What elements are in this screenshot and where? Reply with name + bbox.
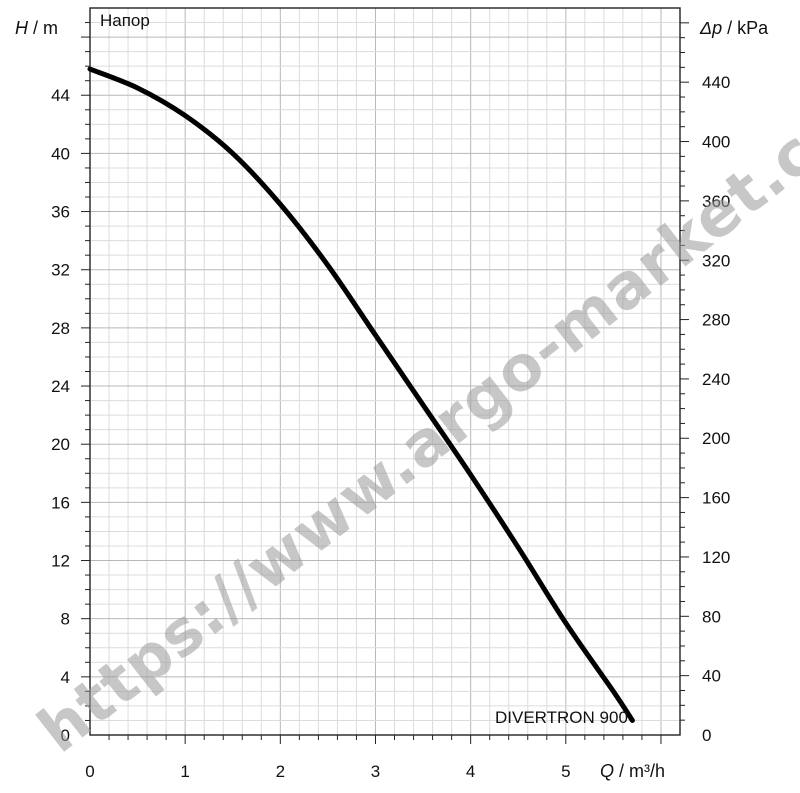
x-tick-label: 1 [180, 762, 189, 781]
y-left-tick-label: 24 [51, 377, 70, 396]
y-left-tick-label: 40 [51, 144, 70, 163]
y-left-tick-label: 4 [61, 668, 70, 687]
y-right-tick-label: 0 [702, 726, 711, 745]
y-left-tick-label: 32 [51, 261, 70, 280]
tick-labels: 0 1 2 3 4 50481216202428323640440408012016020… [51, 73, 730, 781]
series-line [87, 66, 635, 723]
y-right-tick-label: 240 [702, 370, 730, 389]
chart-title: Напор [100, 11, 150, 30]
x-axis-var: Q [600, 761, 614, 781]
x-tick-label: 5 [561, 762, 570, 781]
y-left-axis-title: H / m [15, 18, 58, 38]
y-right-tick-label: 400 [702, 132, 730, 151]
y-left-tick-label: 16 [51, 493, 70, 512]
x-axis-title: Q / m³/h [600, 761, 665, 781]
axis-ticks [81, 22, 689, 744]
y-right-tick-label: 440 [702, 73, 730, 92]
y-right-tick-label: 320 [702, 251, 730, 270]
y-right-tick-label: 120 [702, 548, 730, 567]
y-right-axis-unit: / kPa [722, 18, 769, 38]
y-right-tick-label: 40 [702, 667, 721, 686]
y-right-tick-label: 80 [702, 607, 721, 626]
y-right-axis-title: Δp / kPa [699, 18, 769, 38]
y-left-axis-var: H [15, 18, 29, 38]
series-label: DIVERTRON 900 [495, 708, 628, 727]
y-left-axis-unit: / m [28, 18, 58, 38]
y-right-tick-label: 280 [702, 311, 730, 330]
x-tick-label: 2 [276, 762, 285, 781]
y-left-tick-label: 20 [51, 435, 70, 454]
y-left-tick-label: 28 [51, 319, 70, 338]
y-left-tick-label: 8 [61, 610, 70, 629]
x-tick-label: 4 [466, 762, 475, 781]
y-left-tick-label: 12 [51, 552, 70, 571]
y-left-tick-label: 44 [51, 86, 70, 105]
x-tick-label: 3 [371, 762, 380, 781]
series-layer [87, 66, 635, 723]
y-right-tick-label: 200 [702, 429, 730, 448]
y-right-tick-label: 360 [702, 192, 730, 211]
x-tick-label: 0 [85, 762, 94, 781]
y-left-tick-label: 36 [51, 203, 70, 222]
x-axis-unit: / m³/h [614, 761, 665, 781]
y-right-axis-var: Δp [699, 18, 722, 38]
y-left-tick-label: 0 [61, 726, 70, 745]
y-right-tick-label: 160 [702, 489, 730, 508]
